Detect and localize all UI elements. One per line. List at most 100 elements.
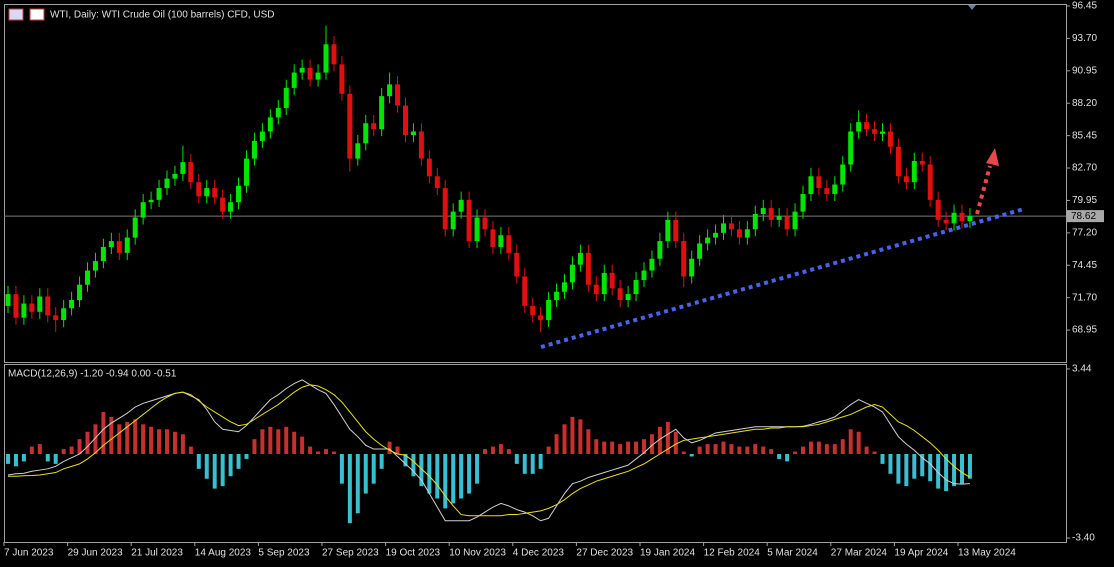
candle-body [760,208,766,214]
candle-body [188,162,194,183]
x-tick-label: 13 May 2024 [958,548,1016,559]
histogram-bar [538,453,543,469]
histogram-bar [546,446,551,454]
histogram-bar [498,444,503,454]
candle-body [395,84,401,106]
x-tick-label: 19 Apr 2024 [894,548,948,559]
histogram-bar [339,453,344,484]
toolbar-icons [8,8,45,21]
candle-body [681,241,687,277]
current-price-label: 78.62 [1071,211,1096,222]
histogram-bar [673,431,678,454]
histogram-bar [196,453,201,469]
histogram-bar [308,446,313,454]
y-tick-label: 71.70 [1072,292,1097,303]
histogram-bar [363,453,368,494]
candle-body [355,143,361,159]
candle-body [832,184,838,194]
candle-body [752,213,758,230]
icon-period [29,8,45,21]
histogram-bar [769,449,774,454]
candle-body [180,162,186,174]
histogram-bar [236,453,241,469]
candle-body [784,216,790,230]
candle-body [61,308,67,321]
candle-body [569,264,575,283]
candle-body [657,241,663,259]
histogram-bar [117,424,122,454]
trend-line [540,207,1025,349]
candle-body [148,199,154,203]
histogram-bar [657,426,662,454]
candle-body [220,197,226,212]
histogram-bar [324,449,328,454]
histogram-bar [824,444,829,454]
candle-body [108,241,114,247]
candle-body [554,291,560,301]
histogram-bar [578,419,583,454]
histogram-bar [6,453,10,464]
candle-body [498,235,504,247]
histogram-bar [172,431,177,454]
histogram-bar [928,453,933,482]
x-tick-label: 4 Dec 2023 [513,548,565,559]
histogram-bar [642,439,646,454]
histogram-bar [77,439,82,454]
histogram-bar [411,453,416,477]
candle-body [506,235,512,253]
main-pane-border [4,4,1067,363]
histogram-bar [808,441,813,454]
candle-body [538,315,544,321]
histogram-bar [832,444,837,454]
histogram-bar [220,453,225,487]
candle-body [768,208,774,220]
histogram-bar [316,451,321,454]
candle-body [371,123,377,130]
histogram-bar [737,446,742,454]
candle-body [275,107,281,118]
candle-body [546,300,552,321]
histogram-bar [634,441,639,454]
forecast-arrow [975,165,992,215]
histogram-bar [864,446,869,454]
forecast-arrow-head [986,148,999,166]
candle-body [959,212,965,222]
candle-body [283,87,289,108]
histogram-bar [490,446,495,454]
histogram-bar [896,453,901,484]
candle-body [37,296,43,312]
histogram-bar [872,451,877,454]
histogram-bar [141,424,146,454]
candle-body [156,188,162,200]
histogram-bar [467,453,472,494]
histogram-bar [952,453,957,487]
histogram-bar [443,453,448,509]
candle-body [935,199,941,220]
histogram-bar [967,453,972,479]
candle-body [744,229,750,238]
histogram-bar [61,449,66,454]
histogram-bar [451,453,456,504]
histogram-bar [554,434,559,454]
candle-body [967,216,973,222]
candle-body [379,96,385,130]
histogram-bar [793,451,798,454]
candle-body [387,84,393,97]
chart-title: WTI, Daily: WTI Crude Oil (100 barrels) … [50,10,274,21]
y-tick-label: 85.45 [1072,130,1097,141]
histogram-bar [133,419,138,454]
x-tick-label: 19 Oct 2023 [386,548,441,559]
histogram-bar [840,439,845,454]
histogram-bar [665,421,670,454]
histogram-bar [713,444,718,454]
candle-body [434,176,440,189]
candle-body [530,305,536,316]
candle-body [212,188,218,198]
histogram-bar [697,446,702,454]
candle-body [228,202,234,212]
candle-body [116,241,122,253]
histogram-bar [586,429,591,454]
candle-body [236,185,242,203]
candle-body [848,131,854,165]
candle-body [705,237,711,244]
